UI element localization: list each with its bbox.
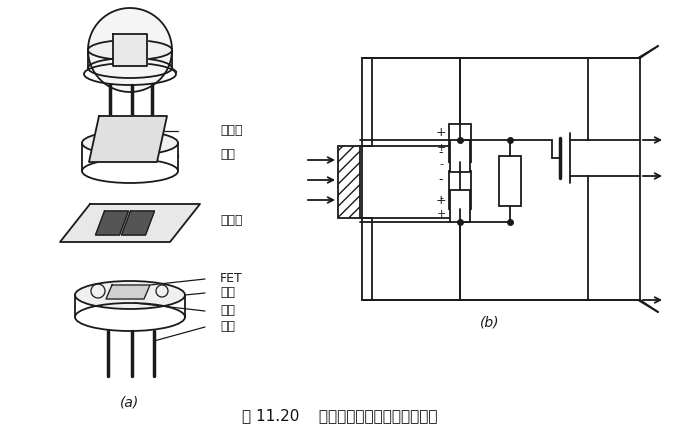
Circle shape	[111, 140, 115, 144]
Text: 图 11.20    热释电人体红外传感器的结构: 图 11.20 热释电人体红外传感器的结构	[242, 409, 438, 424]
Circle shape	[131, 149, 135, 153]
Bar	[450, 140, 470, 172]
Polygon shape	[122, 211, 155, 235]
Bar	[338, 146, 360, 218]
Circle shape	[141, 140, 145, 144]
Circle shape	[111, 131, 115, 135]
Bar	[449, 124, 471, 162]
Text: -: -	[439, 146, 443, 159]
Text: -: -	[439, 159, 443, 169]
Text: (b): (b)	[480, 315, 500, 329]
Text: (a): (a)	[120, 395, 139, 409]
Text: +: +	[435, 127, 447, 139]
Ellipse shape	[88, 40, 172, 60]
Text: +: +	[436, 143, 446, 153]
Polygon shape	[106, 285, 150, 299]
Circle shape	[121, 131, 125, 135]
Bar	[450, 190, 470, 222]
Circle shape	[111, 149, 115, 153]
Text: 滤光片: 滤光片	[220, 124, 242, 138]
Polygon shape	[60, 204, 200, 242]
Circle shape	[141, 131, 145, 135]
Text: 管帽: 管帽	[220, 148, 235, 162]
Text: -: -	[439, 173, 443, 187]
Circle shape	[121, 140, 125, 144]
Polygon shape	[113, 35, 147, 66]
Text: 敏感元: 敏感元	[220, 213, 242, 226]
Circle shape	[131, 140, 135, 144]
Circle shape	[141, 149, 145, 153]
Text: +: +	[436, 209, 446, 219]
Text: -: -	[439, 193, 443, 203]
Polygon shape	[89, 116, 167, 162]
Bar	[449, 171, 471, 209]
Text: 高阻: 高阻	[220, 304, 235, 318]
Text: +: +	[435, 194, 447, 206]
Bar	[499, 156, 521, 206]
Text: 管座: 管座	[220, 286, 235, 300]
Polygon shape	[95, 211, 129, 235]
Ellipse shape	[75, 281, 185, 309]
Ellipse shape	[82, 131, 178, 155]
Text: 引线: 引线	[220, 321, 235, 333]
Text: FET: FET	[220, 272, 243, 286]
Circle shape	[121, 122, 125, 126]
Circle shape	[88, 8, 172, 92]
Circle shape	[141, 122, 145, 126]
Circle shape	[111, 122, 115, 126]
Circle shape	[131, 131, 135, 135]
Circle shape	[131, 122, 135, 126]
Circle shape	[121, 149, 125, 153]
